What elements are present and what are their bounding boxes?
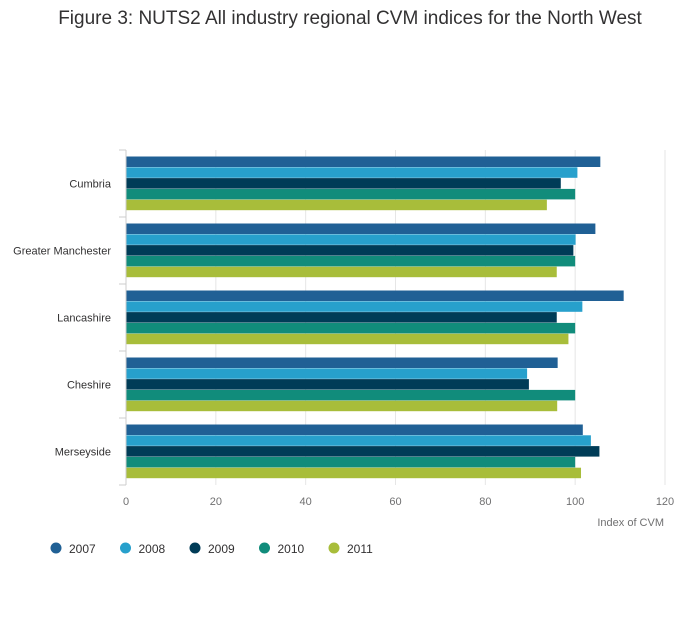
bar — [126, 167, 578, 178]
legend-label: 2007 — [69, 542, 96, 556]
legend: 2007 2008 2009 2010 2011 — [50, 542, 373, 556]
bar — [126, 389, 576, 401]
legend-label: 2011 — [347, 542, 373, 556]
bar — [126, 255, 576, 267]
legend-label: 2008 — [139, 542, 166, 556]
bar — [126, 223, 596, 234]
value-axis: 0 20 40 60 80 100 120 — [123, 496, 674, 508]
bar — [126, 467, 582, 479]
x-tick-label: 20 — [210, 496, 222, 508]
legend-swatch — [259, 542, 270, 554]
x-axis-title: Index of CVM — [597, 517, 664, 529]
chart-title: Figure 3: NUTS2 All industry regional CV… — [58, 8, 642, 29]
bar — [126, 400, 558, 412]
bar — [126, 424, 583, 435]
category-label: Cheshire — [67, 380, 111, 392]
x-tick-label: 40 — [300, 496, 312, 508]
bar — [126, 379, 529, 390]
bar — [126, 245, 574, 256]
legend-label: 2010 — [278, 542, 305, 556]
bar — [126, 290, 624, 301]
bar — [126, 156, 601, 167]
x-tick-label: 0 — [123, 496, 129, 508]
category-label: Merseyside — [55, 447, 111, 459]
legend-label: 2009 — [208, 542, 235, 556]
legend-swatch — [50, 542, 62, 554]
legend-swatch — [120, 542, 131, 554]
bar — [126, 368, 528, 379]
bar — [126, 178, 561, 189]
bars — [126, 156, 624, 479]
x-tick-label: 60 — [389, 496, 401, 508]
bar — [126, 199, 547, 211]
bar — [126, 357, 558, 368]
bar — [126, 234, 576, 245]
category-label: Lancashire — [57, 313, 111, 325]
bar — [126, 312, 557, 323]
x-tick-label: 100 — [566, 496, 584, 508]
x-tick-label: 120 — [656, 496, 674, 508]
category-label: Greater Manchester — [13, 246, 111, 258]
x-tick-label: 80 — [479, 496, 491, 508]
bar — [126, 446, 600, 457]
bar — [126, 188, 576, 200]
bar — [126, 435, 591, 446]
bar — [126, 333, 569, 345]
bar — [126, 456, 576, 468]
bar — [126, 266, 557, 278]
legend-swatch — [189, 542, 201, 554]
bar — [126, 301, 583, 312]
category-axis: Cumbria Greater Manchester Lancashire Chesh… — [13, 149, 127, 486]
legend-swatch — [328, 542, 340, 554]
category-label: Cumbria — [69, 179, 111, 191]
bar — [126, 322, 576, 334]
